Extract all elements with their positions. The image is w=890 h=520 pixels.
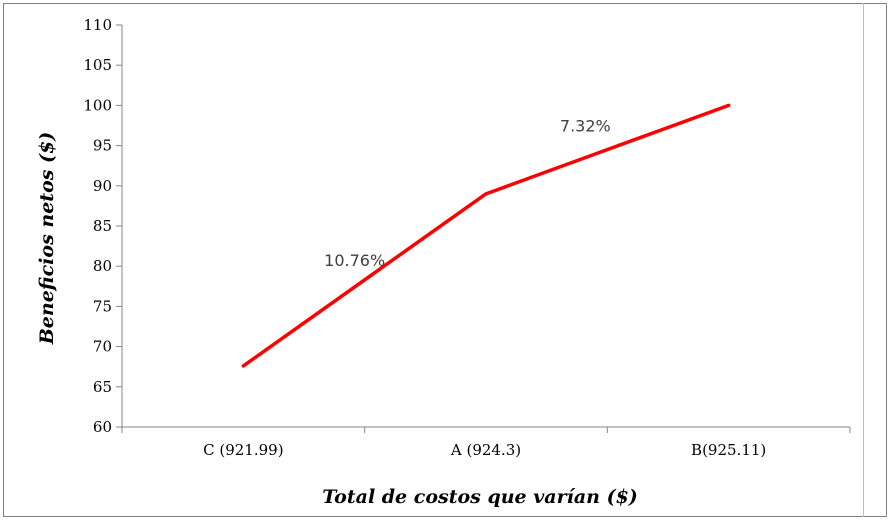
y-tick-label: 110 xyxy=(83,16,112,34)
y-tick-label: 70 xyxy=(93,338,112,356)
x-tick-label: A (924.3) xyxy=(450,441,521,459)
y-tick-label: 105 xyxy=(83,56,112,74)
y-tick-label: 80 xyxy=(93,257,112,275)
percent-annotation: 10.76% xyxy=(324,251,385,270)
y-tick-label: 75 xyxy=(93,297,112,315)
series-line xyxy=(241,103,731,368)
series xyxy=(241,103,731,368)
chart-frame xyxy=(3,3,887,517)
y-tick-label: 60 xyxy=(93,418,112,436)
annotations: 10.76% 7.32% xyxy=(324,117,611,270)
y-tick-label: 65 xyxy=(93,378,112,396)
frame-divider xyxy=(863,3,864,517)
x-axis: C (921.99) A (924.3) B(925.11) xyxy=(121,426,851,459)
y-axis-title: Beneficios netos ($) xyxy=(36,132,58,346)
percent-annotation: 7.32% xyxy=(560,117,611,136)
x-tick-label: C (921.99) xyxy=(203,441,283,459)
y-tick-label: 85 xyxy=(93,217,112,235)
x-axis-title: Total de costos que varían ($) xyxy=(322,486,638,508)
y-tick-label: 100 xyxy=(83,96,112,114)
y-tick-label: 90 xyxy=(93,177,112,195)
y-tick-label: 95 xyxy=(93,137,112,155)
x-tick-label: B(925.11) xyxy=(691,441,766,459)
y-axis: 60 65 70 75 80 85 90 95 100 105 110 xyxy=(83,16,123,436)
